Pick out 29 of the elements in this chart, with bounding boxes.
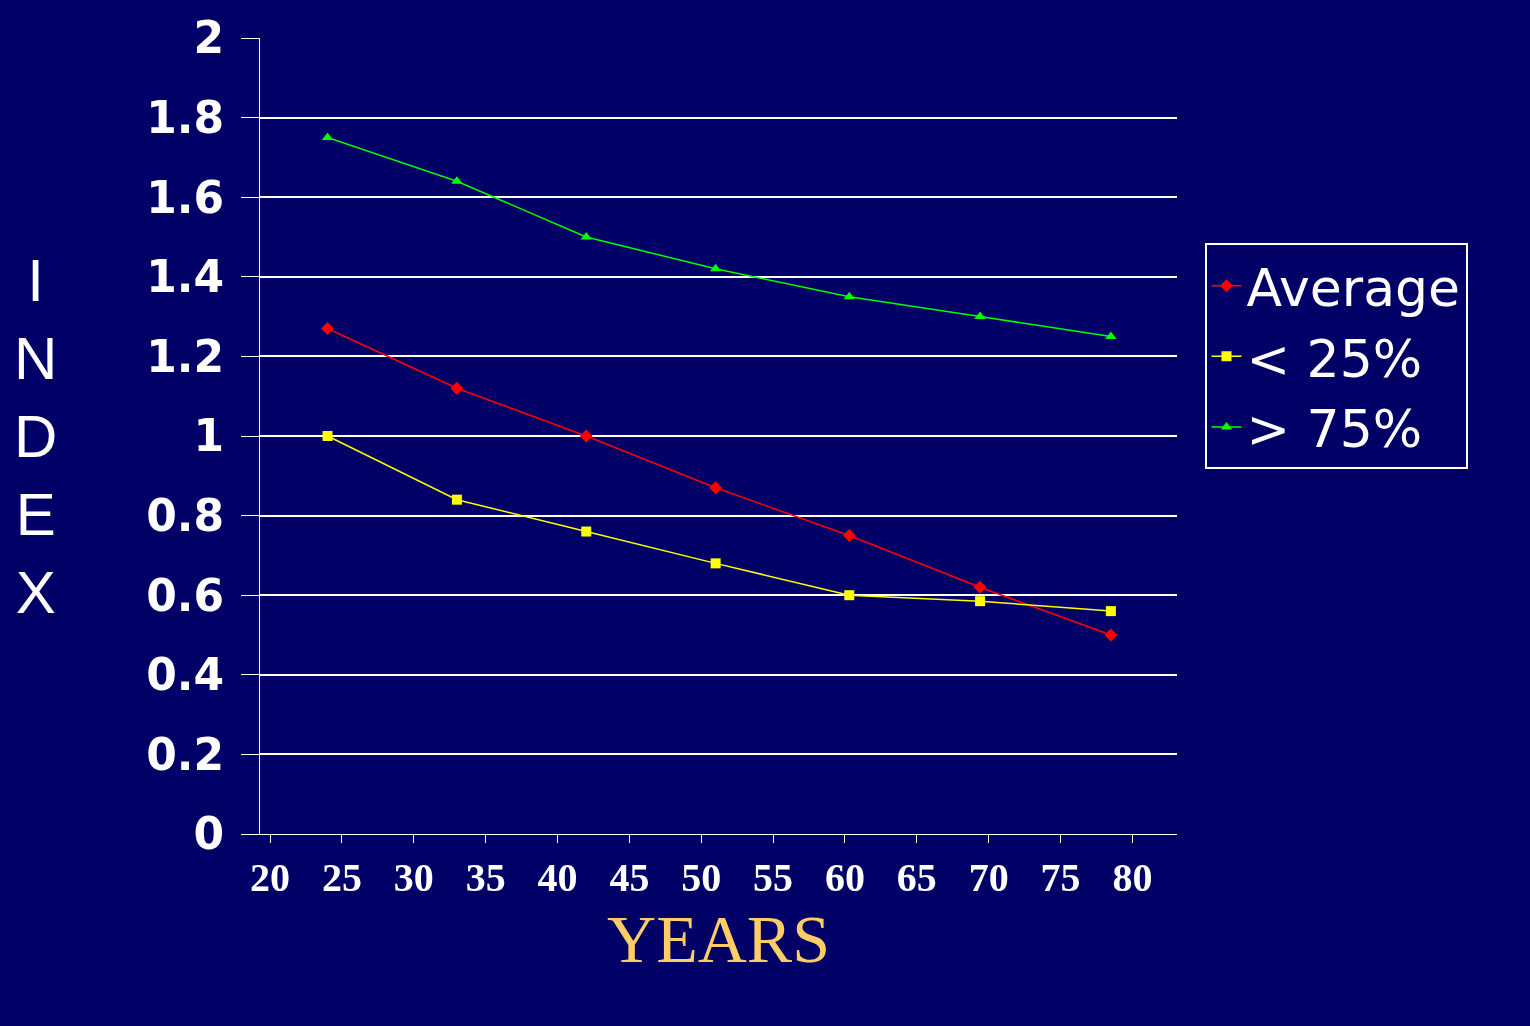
y-tick-label: 2 [193, 12, 225, 64]
x-axis-title: YEARS [607, 901, 830, 978]
x-tick-label: 30 [393, 855, 434, 900]
y-tick-label: 0.2 [146, 728, 225, 780]
x-tick-label: 45 [609, 855, 650, 900]
x-tick-label: 75 [1040, 855, 1081, 900]
x-tick-label: 60 [824, 855, 865, 900]
y-axis-title: INDEX [14, 247, 58, 626]
x-tick-label: 50 [681, 855, 722, 900]
y-tick-label: 0 [193, 808, 225, 860]
y-tick-label: 0.8 [146, 490, 225, 541]
y-tick-label: 1.4 [146, 251, 225, 303]
legend-label: < 25% [1246, 328, 1423, 389]
legend-label: Average [1246, 257, 1461, 318]
legend-label: > 75% [1246, 399, 1423, 460]
y-tick-label: 0.6 [146, 569, 225, 621]
y-tick-label: 1.8 [146, 92, 225, 143]
x-tick-label: 70 [968, 855, 1009, 900]
x-tick-label: 20 [250, 855, 291, 900]
x-tick-label: 40 [537, 855, 578, 900]
y-tick-label: 1.2 [146, 330, 225, 382]
x-tick-label: 65 [896, 855, 937, 900]
x-tick-label: 80 [1112, 855, 1153, 900]
x-tick-label: 55 [753, 855, 794, 900]
x-tick-label: 35 [465, 855, 506, 900]
y-tick-label: 1.6 [146, 171, 225, 223]
y-tick-label: 0.4 [146, 649, 225, 701]
x-tick-label: 25 [321, 855, 362, 900]
y-tick-label: 1 [193, 410, 225, 462]
